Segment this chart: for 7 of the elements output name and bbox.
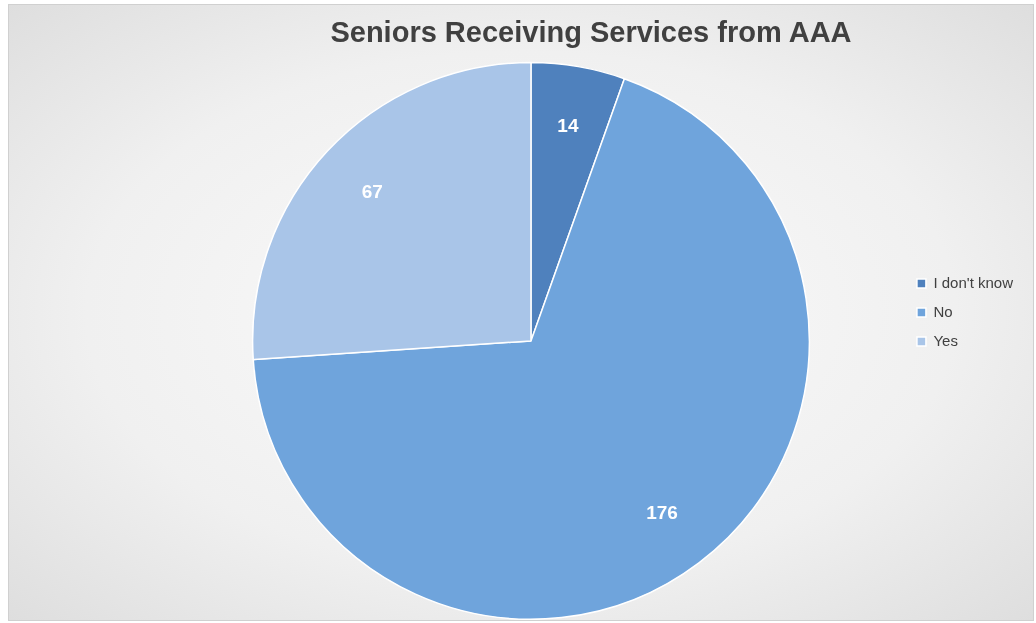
legend-label: No: [933, 302, 953, 320]
data-label: 67: [361, 180, 383, 202]
legend-label: Yes: [933, 331, 958, 349]
data-label: 176: [646, 502, 678, 524]
chart-title: Seniors Receiving Services from AAA: [330, 16, 852, 49]
legend-label: I don't know: [933, 273, 1014, 291]
data-label: 14: [557, 115, 579, 137]
